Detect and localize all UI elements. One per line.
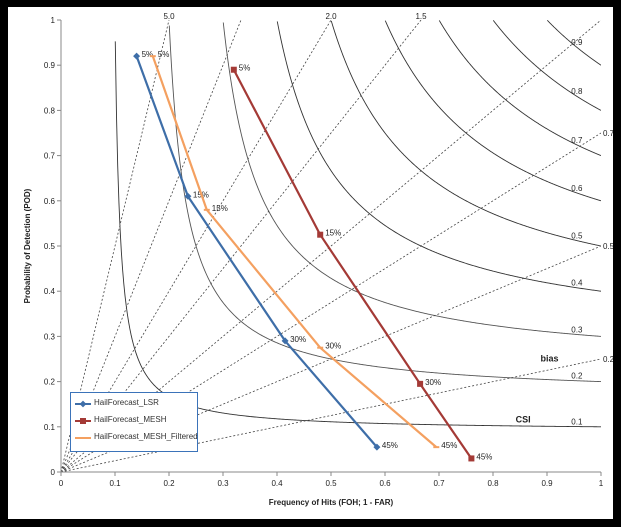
data-point — [317, 231, 324, 238]
x-tick-label: 1 — [599, 479, 604, 488]
csi-value-label: 0.1 — [571, 418, 583, 427]
x-tick-label: 0.3 — [217, 479, 229, 488]
bias-value-label: 5.0 — [163, 12, 175, 21]
data-point — [373, 443, 381, 451]
data-label: 5% — [142, 50, 154, 59]
data-label: 5% — [158, 50, 170, 59]
x-tick-label: 0.1 — [109, 479, 121, 488]
y-tick-label: 0.7 — [44, 152, 56, 161]
legend-item-mesh-filtered: HailForecast_MESH_Filtered — [75, 431, 198, 445]
x-tick-label: 0.4 — [271, 479, 283, 488]
y-tick-label: 0.6 — [44, 197, 56, 206]
data-label: 15% — [325, 229, 341, 238]
x-tick-label: 0 — [59, 479, 64, 488]
bias-value-label: 0.75 — [603, 129, 613, 138]
x-axis-title: Frequency of Hits (FOH; 1 - FAR) — [269, 498, 394, 507]
data-point — [230, 66, 237, 73]
diamond-marker-icon — [79, 400, 87, 408]
data-point — [184, 192, 192, 200]
csi-curves — [114, 20, 601, 428]
csi-value-label: 0.4 — [571, 279, 583, 288]
bias-value-label: 2.0 — [325, 12, 337, 21]
performance-diagram: 0 0.1 0.2 0.3 0.4 0.5 0.6 0.7 0.8 0.9 1 0 0.1 0.2 0.3 0… — [23, 12, 613, 507]
data-label: 45% — [476, 452, 492, 461]
legend-label-lsr: HailForecast_LSR — [94, 398, 159, 407]
x-tick-label: 0.8 — [487, 479, 499, 488]
csi-value-label: 0.7 — [571, 136, 583, 145]
csi-curve — [276, 21, 601, 292]
bias-annotation: bias — [541, 353, 559, 363]
bias-value-label: 0.25 — [603, 355, 613, 364]
y-tick-label: 0.5 — [44, 242, 56, 251]
bias-value-label: 0.5 — [603, 242, 613, 251]
x-tick-label: 0.7 — [433, 479, 445, 488]
legend-swatch-mesh-filtered — [75, 437, 91, 439]
bias-value-label: 1.5 — [415, 12, 427, 21]
csi-curve — [492, 20, 601, 111]
csi-value-label: 0.6 — [571, 184, 583, 193]
legend-item-lsr: HailForecast_LSR — [75, 397, 195, 411]
chart-frame: 0 0.1 0.2 0.3 0.4 0.5 0.6 0.7 0.8 0.9 1 0 0.1 0.2 0.3 0… — [8, 7, 613, 519]
data-label: 15% — [212, 204, 228, 213]
y-tick-label: 0.4 — [44, 287, 56, 296]
axes: 0 0.1 0.2 0.3 0.4 0.5 0.6 0.7 0.8 0.9 1 0 0.1 0.2 0.3 0… — [44, 16, 604, 488]
y-tick-label: 0 — [51, 468, 56, 477]
csi-curve — [438, 20, 601, 156]
csi-curve — [222, 22, 601, 337]
legend-label-mesh-filtered: HailForecast_MESH_Filtered — [94, 432, 198, 441]
x-tick-label: 0.5 — [325, 479, 337, 488]
x-tick-label: 0.6 — [379, 479, 391, 488]
y-tick-label: 1 — [51, 16, 56, 25]
square-marker-icon — [80, 418, 86, 424]
data-point — [417, 380, 424, 387]
csi-value-label: 0.8 — [571, 87, 583, 96]
y-tick-label: 0.8 — [44, 106, 56, 115]
data-label: 5% — [239, 64, 251, 73]
x-tick-label: 0.9 — [541, 479, 553, 488]
legend: HailForecast_LSR HailForecast_MESH HailF… — [70, 392, 198, 452]
data-label: 30% — [425, 378, 441, 387]
csi-curve — [168, 25, 601, 383]
y-axis-title: Probability of Detection (POD) — [23, 188, 32, 303]
x-tick-label: 0.2 — [163, 479, 175, 488]
csi-value-label: 0.5 — [571, 232, 583, 241]
y-tick-label: 0.3 — [44, 332, 56, 341]
y-tick-label: 0.1 — [44, 423, 56, 432]
csi-curve — [330, 20, 601, 247]
data-label: 45% — [382, 441, 398, 450]
data-label: 30% — [290, 335, 306, 344]
csi-curve — [384, 20, 601, 202]
csi-value-label: 0.9 — [571, 38, 583, 47]
series-line — [232, 69, 473, 460]
csi-annotation: CSI — [516, 414, 531, 424]
legend-label-mesh: HailForecast_MESH — [94, 415, 167, 424]
data-label: 45% — [441, 441, 457, 450]
data-point — [133, 52, 141, 60]
data-label: 30% — [325, 342, 341, 351]
legend-item-mesh: HailForecast_MESH — [75, 414, 195, 428]
csi-curve — [546, 20, 601, 66]
y-tick-label: 0.9 — [44, 61, 56, 70]
csi-value-label: 0.3 — [571, 325, 583, 334]
data-point — [468, 455, 475, 462]
series-line — [135, 55, 378, 448]
csi-value-label: 0.2 — [571, 372, 583, 381]
series-line — [151, 55, 438, 448]
y-tick-label: 0.2 — [44, 378, 56, 387]
series: 5%15%30%45%5%15%30%45%5%15%30%45% — [133, 50, 492, 462]
data-point — [281, 337, 289, 345]
